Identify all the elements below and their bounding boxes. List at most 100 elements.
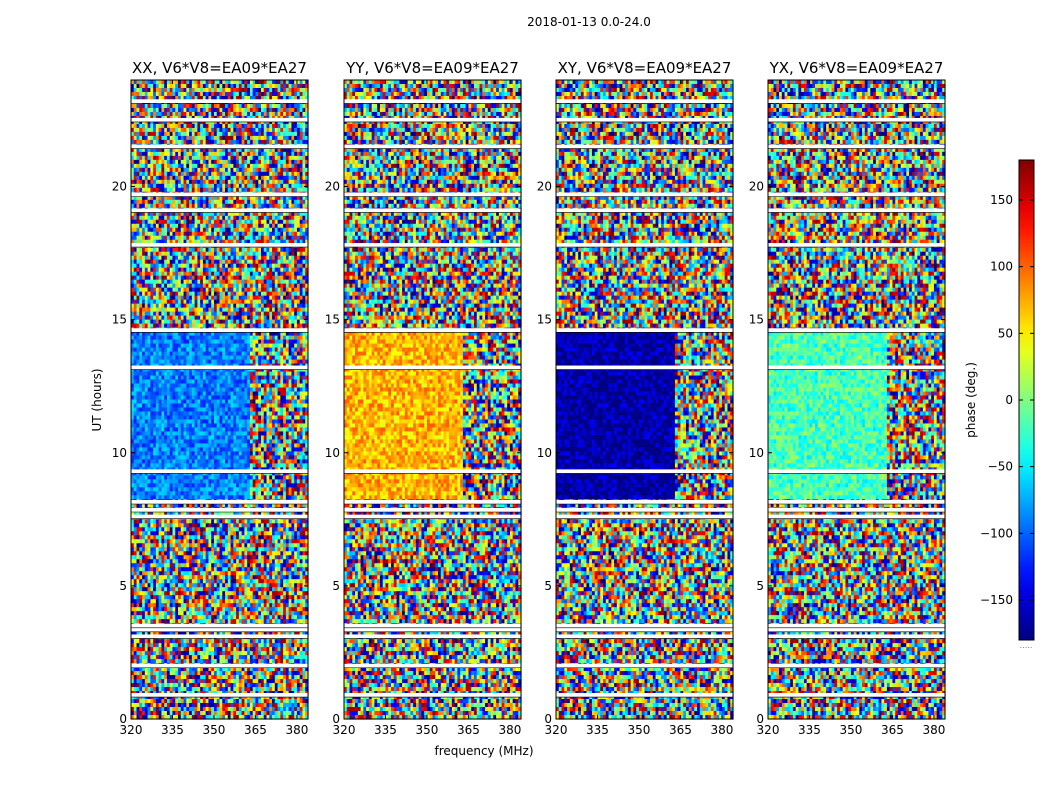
heatmap-cell <box>178 159 182 165</box>
heatmap-cell <box>205 203 210 209</box>
heatmap-cell <box>175 223 179 229</box>
heatmap-cell <box>238 95 243 101</box>
heatmap-cell <box>238 231 243 237</box>
heatmap-cell <box>172 127 176 133</box>
heatmap-cell <box>247 171 251 177</box>
heatmap-cell <box>144 151 149 157</box>
heatmap-cell <box>305 163 309 169</box>
heatmap-cell <box>172 159 176 165</box>
heatmap-cell <box>189 95 193 101</box>
heatmap-cell <box>200 131 204 137</box>
heatmap-cell <box>283 179 287 185</box>
heatmap-cell <box>136 171 140 177</box>
heatmap-cell <box>172 187 176 193</box>
heatmap-cell <box>272 167 276 173</box>
heatmap-cell <box>133 111 138 117</box>
heatmap-cell <box>211 135 215 141</box>
heatmap-cell <box>258 175 262 181</box>
heatmap-cell <box>277 187 281 193</box>
heatmap-cell <box>155 203 160 209</box>
heatmap-cell <box>205 123 210 129</box>
heatmap-cell <box>272 227 276 233</box>
heatmap-cell <box>158 151 163 157</box>
heatmap-cell <box>211 87 215 93</box>
heatmap-cell <box>175 175 179 181</box>
heatmap-cell <box>175 87 179 93</box>
heatmap-cell <box>252 167 257 173</box>
heatmap-cell <box>285 151 290 157</box>
heatmap-cell <box>274 163 279 169</box>
heatmap-cell <box>205 155 210 161</box>
heatmap-cell <box>283 80 287 85</box>
heatmap-cell <box>202 139 207 145</box>
heatmap-cell <box>236 199 240 205</box>
heatmap-cell <box>164 163 168 169</box>
heatmap-cell <box>302 107 306 113</box>
heatmap-cell <box>277 159 281 165</box>
heatmap-cell <box>200 187 204 193</box>
heatmap-cell <box>211 215 215 221</box>
heatmap-cell <box>142 199 146 205</box>
heatmap-cell <box>266 171 270 177</box>
heatmap-cell <box>189 215 193 221</box>
heatmap-cell <box>164 151 168 157</box>
heatmap-cell <box>233 83 237 89</box>
heatmap-cell <box>186 111 190 117</box>
heatmap-cell <box>272 199 276 205</box>
heatmap-cell <box>280 215 284 221</box>
heatmap-cell <box>222 195 226 201</box>
heatmap-cell <box>230 167 234 173</box>
heatmap-cell <box>277 139 281 145</box>
heatmap-cell <box>139 187 143 193</box>
heatmap-cell <box>211 131 215 137</box>
heatmap-cell <box>150 151 154 157</box>
heatmap-cell <box>166 127 171 133</box>
heatmap-cell <box>244 91 248 97</box>
heatmap-cell <box>169 147 174 153</box>
heatmap-cell <box>150 91 154 97</box>
heatmap-cell <box>263 131 268 137</box>
heatmap-cell <box>211 159 215 165</box>
heatmap-cell <box>183 155 187 161</box>
heatmap-cell <box>233 223 237 229</box>
heatmap-cell <box>222 215 226 221</box>
heatmap-cell <box>166 87 171 93</box>
heatmap-cell <box>150 199 154 205</box>
heatmap-cell <box>153 107 157 113</box>
heatmap-cell <box>202 195 207 201</box>
heatmap-cell <box>164 215 168 221</box>
heatmap-cell <box>294 211 298 217</box>
heatmap-cell <box>280 87 284 93</box>
heatmap-cell <box>158 111 163 117</box>
heatmap-cell <box>305 155 309 161</box>
heatmap-cell <box>274 203 279 209</box>
heatmap-cell <box>213 139 218 145</box>
heatmap-cell <box>255 183 259 189</box>
heatmap-cell <box>302 80 306 85</box>
heatmap-cell <box>150 227 154 233</box>
heatmap-cell <box>294 155 298 161</box>
heatmap-cell <box>263 155 268 161</box>
heatmap-cell <box>272 91 276 97</box>
heatmap-cell <box>186 159 190 165</box>
heatmap-cell <box>175 91 179 97</box>
heatmap-cell <box>274 151 279 157</box>
heatmap-cell <box>172 211 176 217</box>
heatmap-cell <box>285 147 290 153</box>
heatmap-cell <box>189 83 193 89</box>
heatmap-cell <box>219 127 223 133</box>
heatmap-cell <box>227 123 232 129</box>
heatmap-cell <box>153 167 157 173</box>
heatmap-cell <box>166 187 171 193</box>
heatmap-cell <box>247 199 251 205</box>
heatmap-cell <box>288 203 293 209</box>
heatmap-cell <box>178 111 182 117</box>
heatmap-cell <box>244 127 248 133</box>
heatmap-cell <box>172 147 176 153</box>
heatmap-cell <box>131 159 135 165</box>
heatmap-cell <box>247 179 251 185</box>
heatmap-cell <box>153 159 157 165</box>
heatmap-cell <box>299 175 304 181</box>
heatmap-cell <box>178 131 182 137</box>
